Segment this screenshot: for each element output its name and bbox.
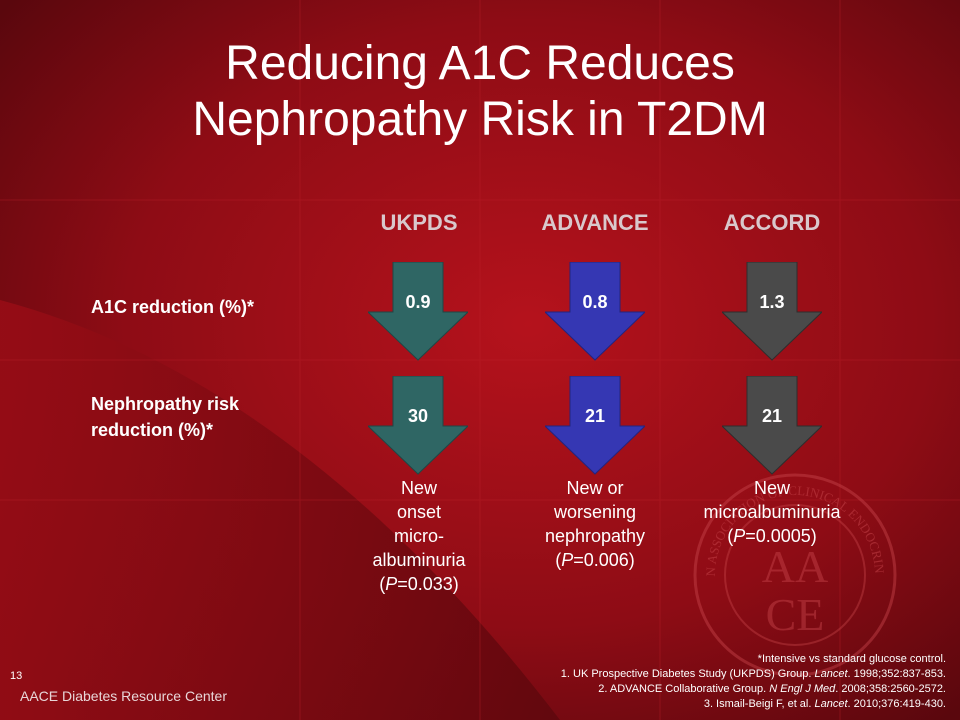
seal-letters-top: AA: [762, 541, 828, 592]
down-arrow-icon: [368, 262, 468, 361]
reference-1-citation: . 1998;352:837-853.: [847, 668, 946, 680]
down-arrow-icon: [722, 262, 822, 361]
down-arrow-icon: [545, 376, 645, 475]
reference-3: 3. Ismail-Beigi F, et al. Lancet. 2010;3…: [426, 697, 946, 712]
a1c-value-ukpds: 0.9: [405, 292, 431, 312]
nephropathy-value-ukpds: 30: [407, 406, 429, 426]
p-number: =0.033): [397, 574, 459, 594]
nephropathy-arrow-accord: 21: [722, 376, 822, 476]
down-arrow-icon: [368, 376, 468, 475]
footnote-note: *Intensive vs standard glucose control.: [757, 653, 946, 665]
reference-2-journal: N Engl J Med: [769, 683, 836, 695]
column-header-ukpds: UKPDS: [380, 210, 458, 235]
row-label-nephropathy-line-1: Nephropathy risk: [91, 394, 240, 414]
p-number: =0.0005): [745, 526, 817, 546]
outcome-line: worsening: [553, 502, 637, 522]
reference-1-journal: Lancet: [814, 668, 848, 680]
a1c-value-accord: 1.3: [759, 292, 785, 312]
outcome-line: New: [400, 478, 437, 498]
title-line-2: Nephropathy Risk in T2DM: [192, 93, 768, 146]
reference-2-citation: . 2008;358:2560-2572.: [835, 683, 946, 695]
outcome-line: New or: [566, 478, 624, 498]
p-prefix: (: [727, 526, 734, 546]
p-letter: P: [733, 526, 746, 546]
reference-1-text: 1. UK Prospective Diabetes Study (UKPDS)…: [560, 668, 815, 680]
reference-3-citation: . 2010;376:419-430.: [847, 698, 946, 710]
p-prefix: (: [379, 574, 386, 594]
reference-3-text: 3. Ismail-Beigi F, et al.: [703, 698, 815, 710]
outcome-p-value: (P=0.033): [319, 572, 519, 596]
footer-brand: AACE Diabetes Resource Center: [20, 688, 227, 704]
title-line-1: Reducing A1C Reduces: [225, 37, 735, 90]
outcome-p-value: (P=0.0005): [672, 524, 872, 548]
p-letter: P: [385, 574, 398, 594]
a1c-arrow-ukpds: 0.9: [368, 262, 468, 362]
seal-letters-bottom: CE: [766, 589, 825, 640]
outcome-line: nephropathy: [544, 526, 646, 546]
aace-seal-watermark: AMERICAN ASSOCIATION OF CLINICAL ENDOCRI…: [690, 470, 897, 677]
outcome-line: albuminuria: [372, 550, 466, 570]
outcome-line: onset: [396, 502, 442, 522]
row-label-nephropathy: Nephropathy risk reduction (%)*: [91, 391, 239, 443]
nephropathy-arrow-ukpds: 30: [368, 376, 468, 476]
footnotes: *Intensive vs standard glucose control. …: [426, 652, 946, 712]
outcome-accord: New microalbuminuria (P=0.0005): [672, 476, 872, 548]
p-letter: P: [561, 550, 574, 570]
outcome-advance: New or worsening nephropathy (P=0.006): [495, 476, 695, 572]
a1c-arrow-accord: 1.3: [722, 262, 822, 362]
outcome-ukpds: New onset micro- albuminuria (P=0.033): [319, 476, 519, 596]
p-prefix: (: [555, 550, 562, 570]
reference-2: 2. ADVANCE Collaborative Group. N Engl J…: [426, 682, 946, 697]
down-arrow-icon: [722, 376, 822, 475]
p-number: =0.006): [573, 550, 635, 570]
outcome-line: micro-: [394, 526, 444, 546]
nephropathy-value-accord: 21: [761, 406, 783, 426]
a1c-arrow-advance: 0.8: [545, 262, 645, 362]
row-label-nephropathy-line-2: reduction (%)*: [91, 420, 214, 440]
slide-number: 13: [10, 670, 23, 682]
down-arrow-icon: [545, 262, 645, 361]
reference-3-journal: Lancet: [814, 698, 848, 710]
outcome-line: microalbuminuria: [703, 502, 841, 522]
nephropathy-value-advance: 21: [584, 406, 606, 426]
slide-title: Reducing A1C Reduces Nephropathy Risk in…: [0, 36, 960, 148]
a1c-value-advance: 0.8: [582, 292, 608, 312]
row-label-a1c: A1C reduction (%)*: [91, 297, 255, 317]
reference-1: 1. UK Prospective Diabetes Study (UKPDS)…: [426, 667, 946, 682]
nephropathy-arrow-advance: 21: [545, 376, 645, 476]
column-header-accord: ACCORD: [723, 210, 821, 235]
reference-2-text: 2. ADVANCE Collaborative Group.: [598, 683, 770, 695]
outcome-p-value: (P=0.006): [495, 548, 695, 572]
outcome-line: New: [753, 478, 790, 498]
column-header-advance: ADVANCE: [541, 210, 649, 235]
